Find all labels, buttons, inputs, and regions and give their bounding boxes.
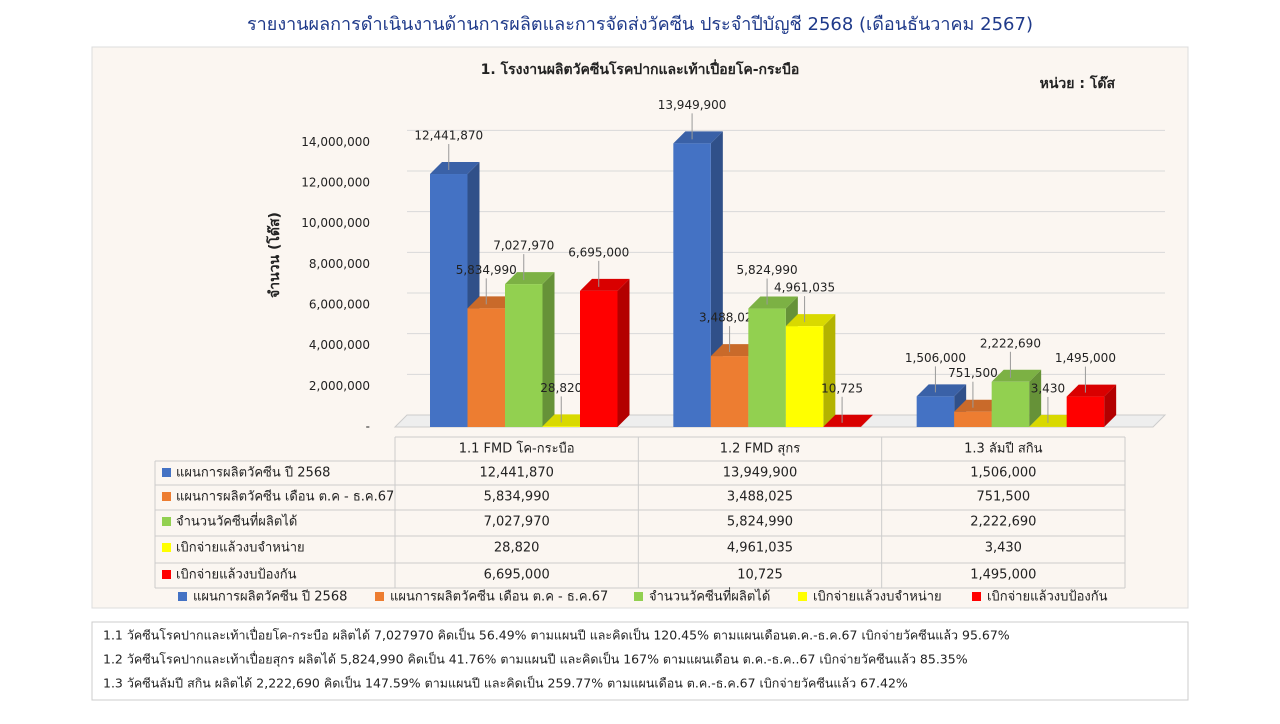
legend-label: แผนการผลิตวัคซีน เดือน ต.ค - ธ.ค.67 bbox=[390, 589, 608, 605]
page-title: รายงานผลการดำเนินงานด้านการผลิตและการจัด… bbox=[247, 14, 1033, 35]
bar bbox=[468, 308, 506, 427]
x-tick-label: 1.2 FMD สุกร bbox=[720, 442, 800, 457]
data-label: 3,430 bbox=[1031, 381, 1065, 395]
data-label: 28,820 bbox=[540, 381, 582, 395]
data-label: 5,824,990 bbox=[737, 263, 798, 277]
bar bbox=[917, 396, 955, 427]
bar bbox=[505, 284, 543, 427]
y-tick-label: 10,000,000 bbox=[301, 216, 370, 230]
bar bbox=[673, 143, 711, 427]
x-tick-label: 1.1 FMD โค-กระบือ bbox=[459, 441, 575, 457]
legend-label: เบิกจ่ายแล้วงบจำหน่าย bbox=[813, 590, 942, 605]
legend-label: แผนการผลิตวัคซีน ปี 2568 bbox=[193, 589, 347, 605]
legend-swatch bbox=[798, 592, 807, 601]
data-label: 12,441,870 bbox=[414, 129, 483, 143]
data-label: 13,949,900 bbox=[658, 98, 727, 112]
data-label: 5,834,990 bbox=[456, 263, 517, 277]
bar bbox=[992, 382, 1030, 427]
table-row-label: เบิกจ่ายแล้วงบป้องกัน bbox=[176, 568, 297, 583]
y-tick-label: - bbox=[366, 420, 370, 434]
bar bbox=[786, 326, 824, 427]
table-row-label: แผนการผลิตวัคซีน ปี 2568 bbox=[176, 465, 330, 481]
table-cell: 3,488,025 bbox=[727, 490, 793, 505]
bar bbox=[1067, 397, 1105, 427]
y-tick-label: 8,000,000 bbox=[309, 257, 370, 271]
y-tick-label: 12,000,000 bbox=[301, 176, 370, 190]
table-cell: 2,222,690 bbox=[970, 515, 1036, 530]
table-swatch bbox=[162, 468, 171, 477]
bar bbox=[580, 291, 618, 427]
data-label: 1,506,000 bbox=[905, 351, 966, 365]
legend-swatch bbox=[178, 592, 187, 601]
table-cell: 5,834,990 bbox=[484, 490, 550, 505]
table-swatch bbox=[162, 570, 171, 579]
unit-note: หน่วย : โด๊ส bbox=[1040, 74, 1116, 92]
bar bbox=[748, 309, 786, 427]
bar bbox=[543, 426, 581, 427]
table-swatch bbox=[162, 492, 171, 501]
table-cell: 28,820 bbox=[494, 541, 540, 556]
x-tick-label: 1.3 ลัมปี สกิน bbox=[964, 441, 1043, 457]
bar bbox=[711, 356, 749, 427]
legend-label: จำนวนวัคซีนที่ผลิตได้ bbox=[649, 588, 770, 605]
y-tick-label: 4,000,000 bbox=[309, 338, 370, 352]
table-cell: 13,949,900 bbox=[723, 466, 797, 481]
table-cell: 7,027,970 bbox=[484, 515, 550, 530]
table-row-label: จำนวนวัคซีนที่ผลิตได้ bbox=[176, 513, 297, 530]
data-label: 10,725 bbox=[821, 381, 863, 395]
bar-side bbox=[618, 279, 630, 427]
note-line: 1.3 วัคซีนลัมปี สกิน ผลิตได้ 2,222,690 ค… bbox=[103, 676, 908, 691]
bar bbox=[954, 412, 992, 427]
data-label: 2,222,690 bbox=[980, 336, 1041, 350]
table-cell: 4,961,035 bbox=[727, 541, 793, 556]
data-label: 4,961,035 bbox=[774, 281, 835, 295]
table-cell: 751,500 bbox=[976, 490, 1030, 505]
data-label: 751,500 bbox=[948, 366, 998, 380]
table-cell: 6,695,000 bbox=[484, 568, 550, 583]
table-cell: 3,430 bbox=[985, 541, 1022, 556]
note-line: 1.2 วัคซีนโรคปากและเท้าเปื่อยสุกร ผลิตได… bbox=[103, 651, 968, 668]
y-axis-label: จำนวน (โด๊ส) bbox=[265, 212, 283, 298]
chart-title: 1. โรงงานผลิตวัคซีนโรคปากและเท้าเปื่อยโค… bbox=[481, 59, 800, 78]
data-label: 7,027,970 bbox=[493, 239, 554, 253]
table-row-label: เบิกจ่ายแล้วงบจำหน่าย bbox=[176, 541, 305, 556]
y-tick-label: 14,000,000 bbox=[301, 135, 370, 149]
note-line: 1.1 วัคซีนโรคปากและเท้าเปื่อยโค-กระบือ ผ… bbox=[103, 627, 1010, 643]
legend-swatch bbox=[375, 592, 384, 601]
table-cell: 5,824,990 bbox=[727, 515, 793, 530]
table-swatch bbox=[162, 517, 171, 526]
data-label: 6,695,000 bbox=[568, 245, 629, 259]
table-row-label: แผนการผลิตวัคซีน เดือน ต.ค - ธ.ค.67 bbox=[176, 489, 394, 505]
data-label: 1,495,000 bbox=[1055, 351, 1116, 365]
table-cell: 10,725 bbox=[737, 568, 783, 583]
y-tick-label: 6,000,000 bbox=[309, 298, 370, 312]
bar bbox=[430, 174, 468, 427]
table-cell: 12,441,870 bbox=[479, 466, 553, 481]
table-swatch bbox=[162, 543, 171, 552]
legend-swatch bbox=[634, 592, 643, 601]
legend-swatch bbox=[972, 592, 981, 601]
bar-side bbox=[823, 314, 835, 427]
legend-label: เบิกจ่ายแล้วงบป้องกัน bbox=[987, 590, 1108, 605]
y-tick-label: 2,000,000 bbox=[309, 379, 370, 393]
bar-side bbox=[543, 272, 555, 427]
table-cell: 1,506,000 bbox=[970, 466, 1036, 481]
table-cell: 1,495,000 bbox=[970, 568, 1036, 583]
